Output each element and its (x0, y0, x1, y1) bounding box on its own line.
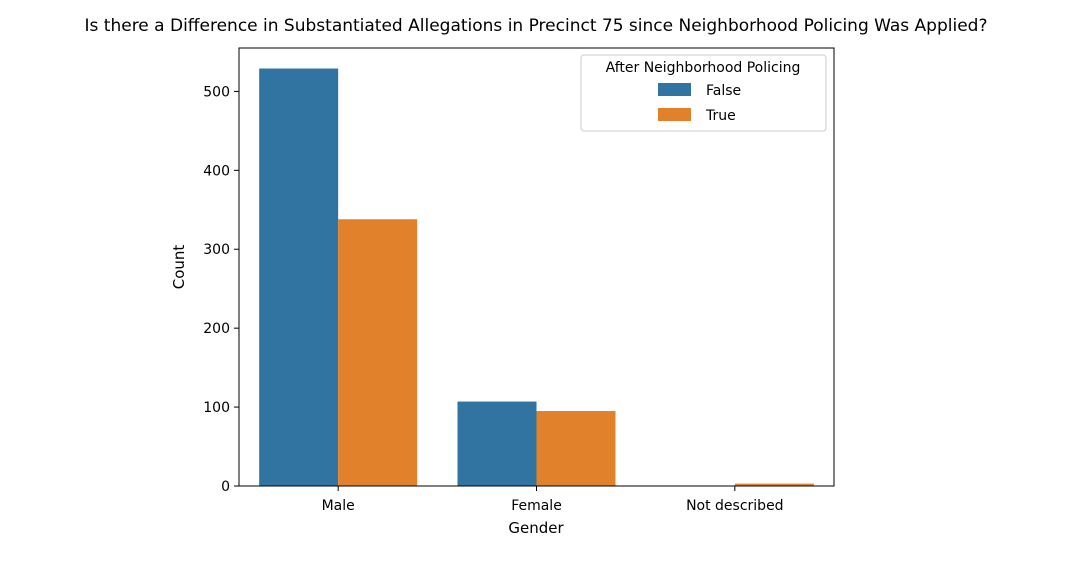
bars-group (259, 68, 814, 487)
bar-male-false (259, 68, 339, 487)
x-axis-label: Gender (508, 519, 564, 537)
x-axis: Male Female Not described (322, 486, 784, 514)
y-tick-label: 300 (203, 242, 230, 258)
x-tick-label: Female (511, 498, 562, 514)
legend-items: False True (658, 83, 741, 124)
plot-frame (238, 47, 835, 487)
bar-male-true (338, 219, 418, 486)
y-tick-label: 100 (203, 400, 230, 416)
y-axis: 0 100 200 300 400 500 (203, 84, 239, 495)
x-tick-label: Not described (686, 498, 784, 514)
y-tick-label: 200 (203, 321, 230, 337)
bar-female-true (536, 411, 616, 486)
bar-not-described-true (734, 483, 814, 486)
legend-title: After Neighborhood Policing (606, 60, 801, 76)
bar-female-false (457, 401, 537, 486)
x-tick-label: Male (322, 498, 355, 514)
legend-label-true: True (705, 108, 736, 124)
y-tick-label: 500 (203, 84, 230, 100)
y-axis-label: Count (170, 245, 188, 290)
legend-swatch-false (658, 83, 691, 96)
y-tick-label: 400 (203, 163, 230, 179)
legend-box (580, 54, 827, 132)
legend: After Neighborhood Policing False True (580, 54, 827, 132)
chart-title: Is there a Difference in Substantiated A… (85, 16, 988, 36)
y-tick-label: 0 (221, 479, 230, 495)
legend-swatch-true (658, 108, 691, 121)
legend-label-false: False (706, 83, 741, 99)
